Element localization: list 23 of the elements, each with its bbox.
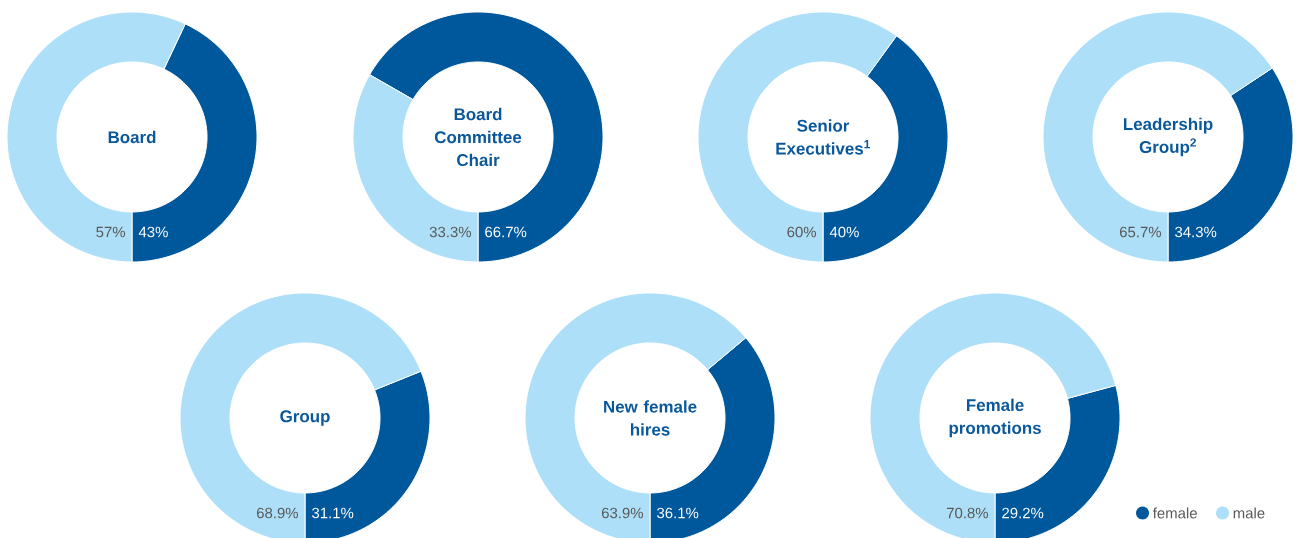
data-label: 66.7%	[485, 226, 527, 238]
text: Leadership Group$^{2}$	[1123, 117, 1213, 157]
data-label: 33.3%	[429, 226, 472, 238]
data-label: 65.7%	[1119, 226, 1162, 238]
data-label: 60%	[787, 226, 817, 238]
data-label: 57%	[96, 226, 126, 238]
data-label: 70.8%	[946, 507, 989, 519]
text: Board	[108, 130, 156, 144]
data-label: 31.1%	[312, 507, 354, 519]
data-label: 68.9%	[256, 507, 299, 519]
data-label: 63.9%	[601, 507, 644, 519]
data-label: 29.2%	[1002, 507, 1044, 519]
text: New female hires	[604, 400, 697, 436]
data-label: 34.3%	[1175, 226, 1217, 238]
text: Senior Executives$^{1}$	[776, 119, 870, 155]
data-label: 36.1%	[657, 507, 699, 519]
legend-label: male	[1233, 507, 1265, 519]
data-label: 40%	[829, 226, 859, 238]
data-label: 43%	[138, 226, 168, 238]
text: Female promotions	[949, 398, 1041, 438]
text: Group	[280, 410, 330, 426]
legend-label: female	[1152, 507, 1197, 519]
text: Board Committee Chair	[434, 107, 522, 167]
